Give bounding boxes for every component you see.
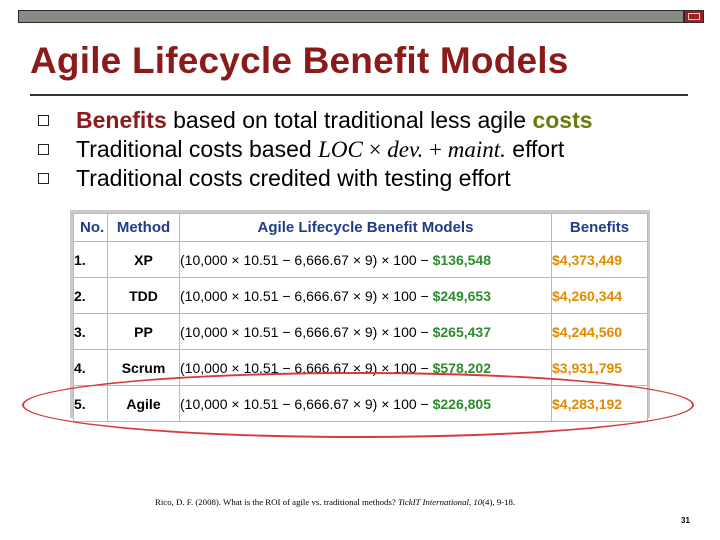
page-number: 31 (681, 516, 690, 525)
bullet-list: Benefits based on total traditional less… (38, 106, 708, 193)
citation: Rico, D. F. (2008). What is the ROI of a… (155, 497, 516, 507)
row-benefit: $4,244,560 (551, 313, 648, 350)
table-row: 1. XP (10,000 × 10.51 − 6,666.67 × 9) × … (73, 241, 648, 278)
agile-cost: $249,653 (432, 287, 492, 304)
top-decor-band (18, 10, 684, 23)
table-row: 3. PP (10,000 × 10.51 − 6,666.67 × 9) × … (73, 313, 648, 350)
math-dev: dev. (387, 137, 424, 162)
row-method: TDD (107, 277, 180, 314)
costs-keyword: costs (532, 107, 593, 133)
row-formula: (10,000 × 10.51 − 6,666.67 × 9) × 100 − … (179, 241, 552, 278)
header-models: Agile Lifecycle Benefit Models (179, 213, 552, 242)
square-bullet-icon (38, 173, 49, 184)
benefit-models-table: No. Method Agile Lifecycle Benefit Model… (73, 213, 648, 422)
benefits-keyword: Benefits (76, 107, 167, 133)
row-benefit: $4,260,344 (551, 277, 648, 314)
slide-title: Agile Lifecycle Benefit Models (30, 40, 569, 81)
row-number: 3. (73, 313, 108, 350)
row-formula: (10,000 × 10.51 − 6,666.67 × 9) × 100 − … (179, 277, 552, 314)
math-loc: LOC (318, 137, 363, 162)
corner-decor-box (684, 10, 704, 23)
bullet-item: Traditional costs credited with testing … (38, 164, 708, 193)
header-benefits: Benefits (551, 213, 648, 242)
square-bullet-icon (38, 144, 49, 155)
agile-cost: $265,437 (432, 323, 492, 340)
header-method: Method (107, 213, 180, 242)
bullet-item: Traditional costs based LOC × dev. + mai… (38, 135, 708, 164)
row-number: 2. (73, 277, 108, 314)
row-benefit: $4,373,449 (551, 241, 648, 278)
row-number: 1. (73, 241, 108, 278)
row-formula: (10,000 × 10.51 − 6,666.67 × 9) × 100 − … (179, 313, 552, 350)
math-maint: maint. (447, 137, 506, 162)
agile-cost: $578,202 (432, 359, 492, 376)
header-no: No. (73, 213, 108, 242)
citation-volume: 10 (473, 497, 483, 507)
bullet-item: Benefits based on total traditional less… (38, 106, 708, 135)
agile-cost: $136,548 (432, 251, 492, 268)
row-number: 4. (73, 349, 108, 386)
highlight-ellipse (22, 372, 694, 438)
title-divider (30, 94, 688, 96)
table-row: 2. TDD (10,000 × 10.51 − 6,666.67 × 9) ×… (73, 277, 648, 314)
row-method: XP (107, 241, 180, 278)
square-bullet-icon (38, 115, 49, 126)
row-method: PP (107, 313, 180, 350)
table-header-row: No. Method Agile Lifecycle Benefit Model… (73, 213, 648, 242)
citation-journal: TickIT International (397, 497, 469, 507)
row-benefit: $3,931,795 (551, 349, 648, 386)
